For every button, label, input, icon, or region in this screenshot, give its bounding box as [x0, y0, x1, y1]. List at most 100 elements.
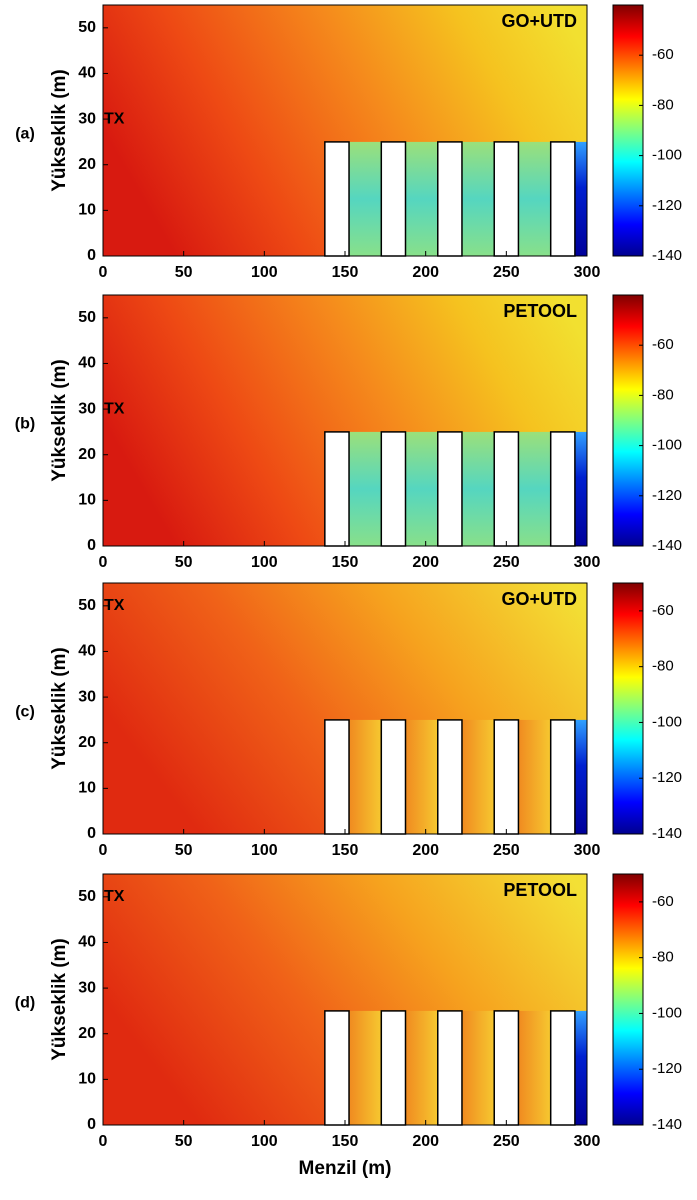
- x-tick-label: 50: [175, 842, 193, 859]
- y-tick-label: 30: [78, 688, 96, 705]
- tx-label: TX: [104, 888, 125, 905]
- x-tick-label: 250: [493, 264, 520, 281]
- obstacle: [493, 431, 520, 547]
- panel: 0 50 100 150 200 250 300 0 10 20 30 40 50 TX PETOOL Yük…: [15, 873, 682, 1179]
- colorbar-tick-label: -80: [652, 386, 674, 403]
- obstacle: [324, 719, 350, 835]
- y-tick-label: 20: [78, 156, 96, 173]
- x-tick-label: 0: [99, 842, 108, 859]
- x-tick-label: 150: [332, 264, 359, 281]
- x-tick-label: 200: [412, 264, 439, 281]
- x-tick-label: 100: [251, 554, 278, 571]
- x-tick-label: 50: [175, 264, 193, 281]
- colorbar-tick-label: -60: [652, 336, 674, 353]
- colorbar-tick-label: -60: [652, 46, 674, 63]
- gap-field: [349, 1010, 382, 1125]
- colorbar-tick-label: -100: [652, 147, 682, 164]
- obstacle: [493, 1010, 520, 1126]
- annotation: GO+UTD: [501, 589, 577, 609]
- annotation: PETOOL: [503, 301, 577, 321]
- gap-field: [461, 431, 495, 546]
- y-tick-label: 0: [87, 825, 96, 842]
- gap-field: [461, 1010, 495, 1125]
- x-tick-label: 200: [412, 842, 439, 859]
- obstacle: [549, 1010, 576, 1126]
- panel: 0 50 100 150 200 250 300 0 10 20 30 40 50 TX GO+UTD Yük…: [15, 4, 682, 281]
- colorbar-tick-label: -80: [652, 658, 674, 675]
- x-tick-label: 100: [251, 842, 278, 859]
- obstacle: [324, 141, 350, 257]
- x-tick-label: 250: [493, 842, 520, 859]
- panel-label: (a): [15, 126, 35, 143]
- x-tick-label: 300: [574, 1133, 601, 1150]
- x-tick-label: 200: [412, 554, 439, 571]
- gap-field: [461, 719, 495, 834]
- obstacle: [549, 141, 576, 257]
- x-tick-label: 150: [332, 1133, 359, 1150]
- y-tick-label: 20: [78, 446, 96, 463]
- colorbar-tick-label: -60: [652, 602, 674, 619]
- obstacle: [493, 719, 520, 835]
- y-tick-label: 0: [87, 247, 96, 264]
- shadow-field: [574, 141, 587, 256]
- obstacle: [324, 1010, 350, 1126]
- colorbar-tick-label: -80: [652, 949, 674, 966]
- y-tick-label: 40: [78, 355, 96, 372]
- obstacle: [380, 431, 407, 547]
- obstacle: [549, 719, 576, 835]
- y-axis-label: Yükseklik (m): [49, 938, 70, 1061]
- colorbar-tick-label: -140: [652, 825, 682, 842]
- colorbar-tick-label: -100: [652, 1004, 682, 1021]
- obstacle: [437, 431, 463, 547]
- x-tick-label: 50: [175, 1133, 193, 1150]
- obstacle: [380, 1010, 407, 1126]
- tx-label: TX: [104, 597, 125, 614]
- y-tick-label: 0: [87, 1116, 96, 1133]
- obstacle: [437, 1010, 463, 1126]
- x-tick-label: 300: [574, 264, 601, 281]
- y-axis-label: Yükseklik (m): [49, 69, 70, 192]
- tx-label: TX: [104, 110, 125, 127]
- panel: 0 50 100 150 200 250 300 0 10 20 30 40 50 TX PETOOL Yük…: [15, 294, 682, 571]
- x-tick-label: 250: [493, 1133, 520, 1150]
- x-tick-label: 150: [332, 554, 359, 571]
- gap-field: [349, 719, 382, 834]
- obstacle: [493, 141, 520, 257]
- panel: 0 50 100 150 200 250 300 0 10 20 30 40 50 TX GO+UTD Yük…: [15, 582, 682, 859]
- x-tick-label: 150: [332, 842, 359, 859]
- gap-field: [405, 1010, 438, 1125]
- x-tick-label: 0: [99, 1133, 108, 1150]
- colorbar-tick-label: -120: [652, 1060, 682, 1077]
- y-axis-label: Yükseklik (m): [49, 647, 70, 770]
- y-tick-label: 40: [78, 65, 96, 82]
- colorbar-tick-label: -120: [652, 769, 682, 786]
- colorbar: [612, 582, 644, 835]
- y-tick-label: 10: [78, 1071, 96, 1088]
- colorbar-tick-label: -120: [652, 487, 682, 504]
- obstacle: [437, 141, 463, 257]
- colorbar: [612, 4, 644, 257]
- y-tick-label: 40: [78, 643, 96, 660]
- gap-field: [518, 719, 551, 834]
- y-tick-label: 20: [78, 734, 96, 751]
- x-axis-label: Menzil (m): [299, 1158, 392, 1179]
- y-tick-label: 40: [78, 934, 96, 951]
- y-tick-label: 50: [78, 888, 96, 905]
- tx-label: TX: [104, 400, 125, 417]
- x-tick-label: 0: [99, 554, 108, 571]
- colorbar: [612, 873, 644, 1126]
- colorbar-tick-label: -100: [652, 437, 682, 454]
- colorbar-tick-label: -80: [652, 96, 674, 113]
- x-tick-label: 100: [251, 1133, 278, 1150]
- y-tick-label: 20: [78, 1025, 96, 1042]
- colorbar-tick-label: -100: [652, 713, 682, 730]
- annotation: GO+UTD: [501, 11, 577, 31]
- x-tick-label: 0: [99, 264, 108, 281]
- panel-label: (d): [15, 995, 35, 1012]
- x-tick-label: 50: [175, 554, 193, 571]
- colorbar-tick-label: -140: [652, 1116, 682, 1133]
- x-tick-label: 300: [574, 554, 601, 571]
- y-axis-label: Yükseklik (m): [49, 359, 70, 482]
- shadow-field: [574, 431, 587, 546]
- colorbar-tick-label: -140: [652, 247, 682, 264]
